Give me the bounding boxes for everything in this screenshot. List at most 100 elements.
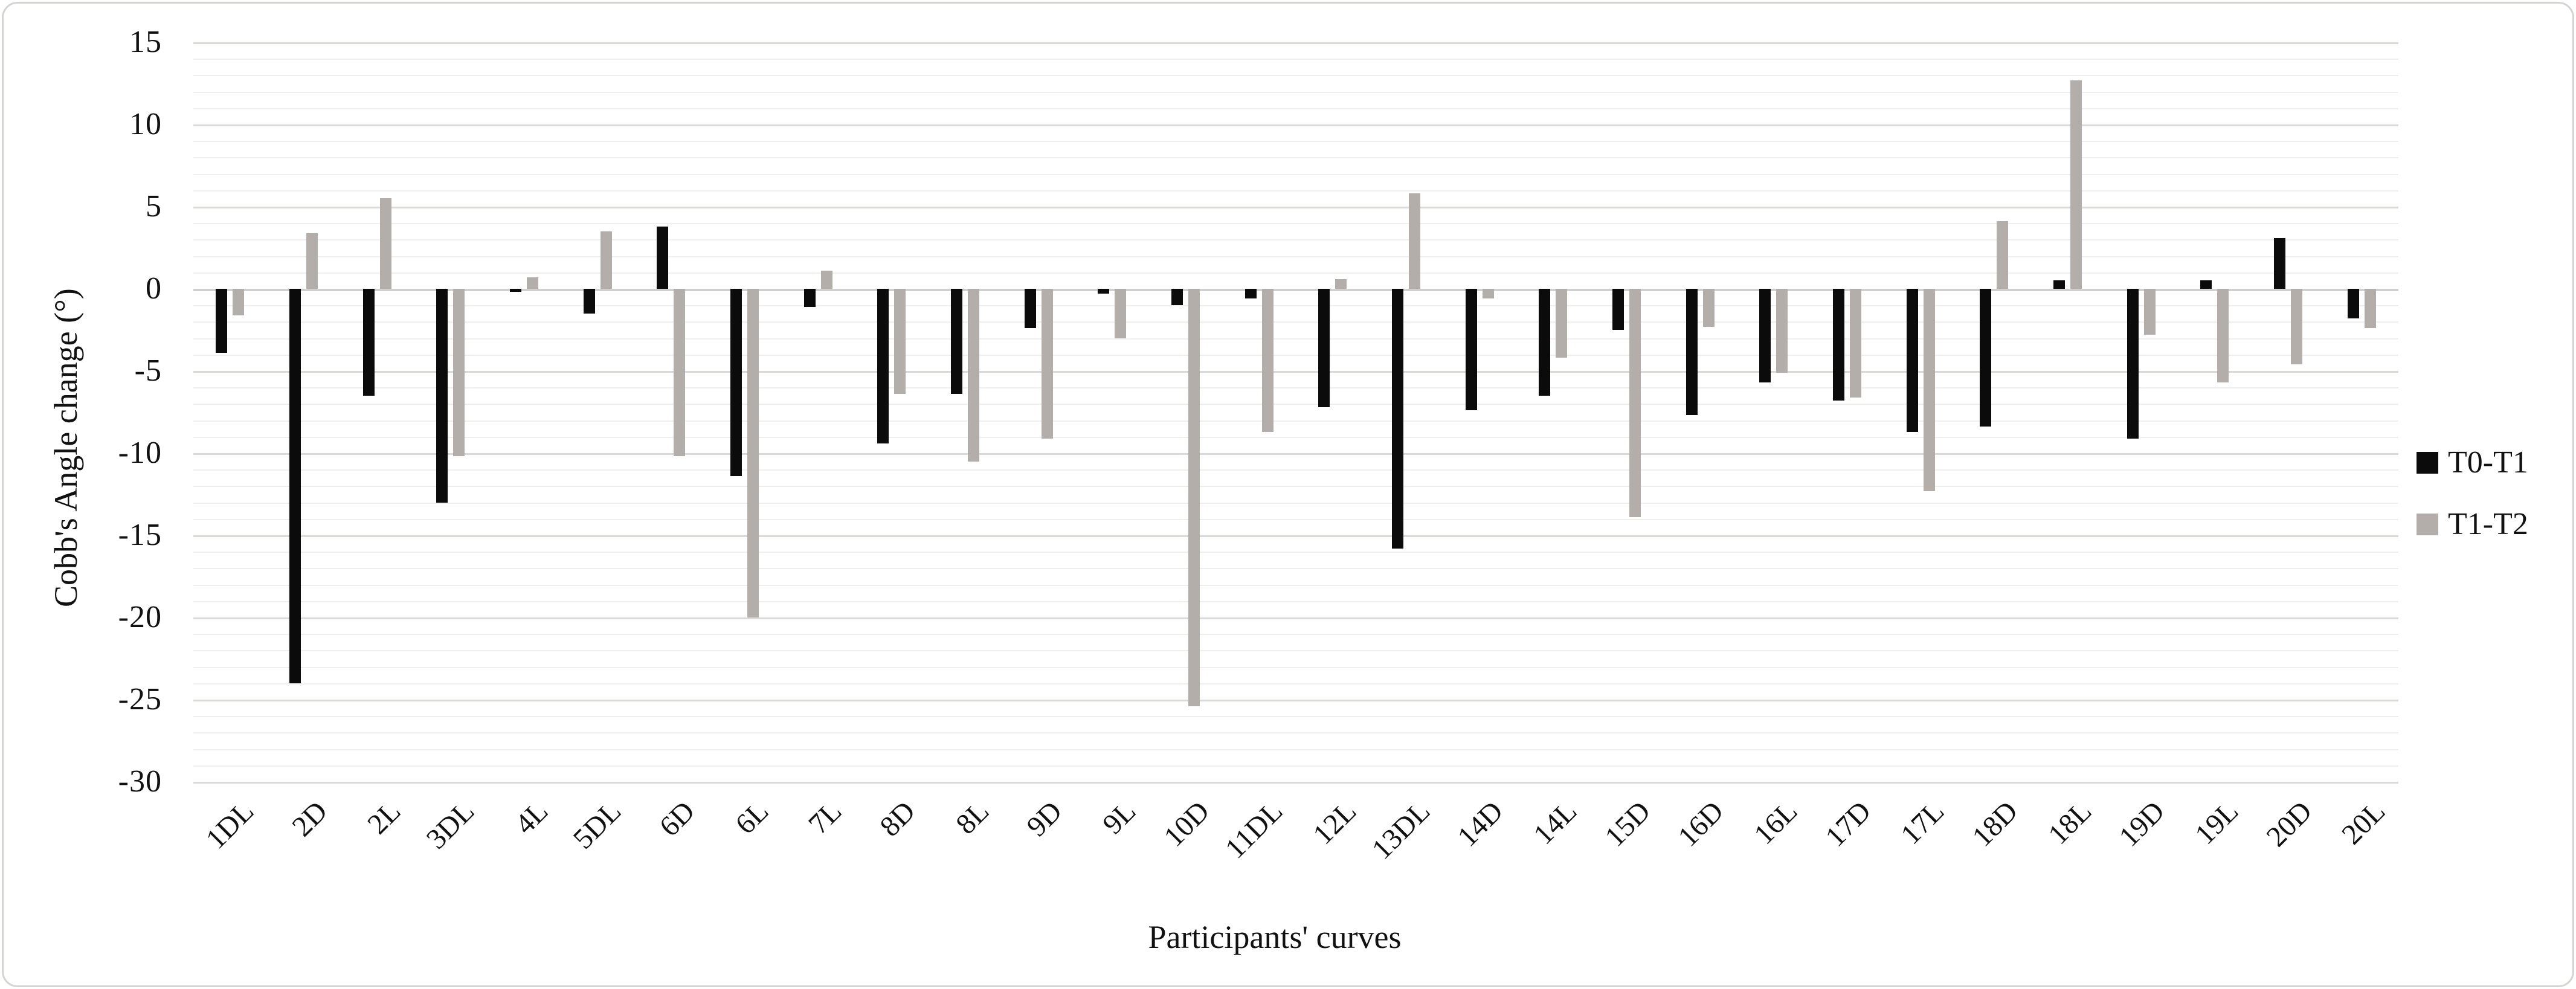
- bar-t0-t1-1dl: [216, 289, 227, 353]
- bar-t1-t2-4l: [527, 277, 538, 289]
- bar-t1-t2-13dl: [1409, 193, 1420, 289]
- legend-entry-t1-t2: T1-T2: [2417, 509, 2528, 540]
- minor-gridline: [193, 585, 2398, 586]
- minor-gridline: [193, 667, 2398, 668]
- minor-gridline: [193, 469, 2398, 471]
- bar-t0-t1-20d: [2274, 238, 2285, 289]
- bar-t1-t2-1dl: [233, 289, 244, 315]
- bar-t0-t1-20l: [2348, 289, 2359, 318]
- minor-gridline: [193, 601, 2398, 602]
- bar-t0-t1-16l: [1759, 289, 1771, 382]
- bar-t1-t2-12l: [1335, 279, 1347, 289]
- bar-t1-t2-7l: [821, 271, 832, 289]
- minor-gridline: [193, 305, 2398, 306]
- bar-t0-t1-19d: [2127, 289, 2139, 439]
- bar-t0-t1-6l: [730, 289, 742, 476]
- bar-t0-t1-11dl: [1245, 289, 1257, 298]
- minor-gridline: [193, 338, 2398, 340]
- minor-gridline: [193, 404, 2398, 405]
- minor-gridline: [193, 190, 2398, 192]
- bar-t1-t2-19l: [2217, 289, 2229, 382]
- bar-t0-t1-8l: [951, 289, 962, 394]
- bar-t1-t2-17l: [1924, 289, 1935, 491]
- minor-gridline: [193, 272, 2398, 274]
- bar-t1-t2-17d: [1850, 289, 1861, 398]
- minor-gridline: [193, 486, 2398, 487]
- major-gridline: [193, 124, 2398, 126]
- y-axis-title: Cobb's Angle change (°): [48, 288, 84, 607]
- y-tick-label: -5: [134, 353, 162, 388]
- minor-gridline: [193, 256, 2398, 257]
- y-tick-label: 0: [146, 271, 162, 306]
- t1-t2-series-swatch-icon: [2417, 514, 2438, 535]
- minor-gridline: [193, 519, 2398, 520]
- bar-t0-t1-15d: [1612, 289, 1624, 330]
- minor-gridline: [193, 355, 2398, 356]
- major-gridline: [193, 617, 2398, 619]
- bar-t0-t1-17d: [1833, 289, 1844, 401]
- major-gridline: [193, 207, 2398, 208]
- bar-t1-t2-8l: [968, 289, 979, 462]
- bar-t0-t1-7l: [804, 289, 816, 307]
- minor-gridline: [193, 765, 2398, 767]
- major-gridline: [193, 535, 2398, 537]
- bar-t1-t2-2l: [380, 198, 391, 289]
- minor-gridline: [193, 420, 2398, 422]
- y-tick-label: -10: [118, 436, 162, 470]
- bar-t0-t1-9l: [1098, 289, 1109, 294]
- major-gridline: [193, 700, 2398, 701]
- minor-gridline: [193, 387, 2398, 388]
- bar-t1-t2-19d: [2144, 289, 2156, 335]
- minor-gridline: [193, 141, 2398, 142]
- minor-gridline: [193, 503, 2398, 504]
- bar-t1-t2-18l: [2070, 80, 2082, 289]
- bar-t1-t2-15d: [1629, 289, 1641, 517]
- minor-gridline: [193, 716, 2398, 717]
- bar-t1-t2-18d: [1997, 221, 2008, 289]
- bar-t0-t1-2d: [289, 289, 301, 683]
- minor-gridline: [193, 92, 2398, 93]
- y-tick-label: -25: [118, 682, 162, 717]
- bar-t0-t1-3dl: [436, 289, 448, 503]
- bar-t1-t2-3dl: [453, 289, 465, 456]
- legend-label-t1-t2: T1-T2: [2448, 507, 2528, 541]
- bar-t0-t1-12l: [1318, 289, 1330, 407]
- bar-t0-t1-16d: [1686, 289, 1698, 415]
- legend-entry-t0-t1: T0-T1: [2417, 447, 2528, 478]
- x-axis-title: Participants' curves: [1148, 919, 1402, 955]
- minor-gridline: [193, 732, 2398, 733]
- bar-t0-t1-18d: [1980, 289, 1991, 427]
- bar-t1-t2-16d: [1703, 289, 1715, 327]
- y-tick-label: -30: [118, 764, 162, 799]
- bar-t0-t1-17l: [1907, 289, 1918, 432]
- t0-t1-series-swatch-icon: [2417, 452, 2438, 474]
- major-gridline: [193, 782, 2398, 784]
- bar-t0-t1-5dl: [584, 289, 595, 314]
- bar-t0-t1-10d: [1171, 289, 1183, 305]
- bar-t1-t2-20d: [2291, 289, 2302, 364]
- bar-t1-t2-16l: [1776, 289, 1788, 373]
- bar-t0-t1-13dl: [1392, 289, 1403, 549]
- y-tick-label: 10: [129, 107, 162, 141]
- bar-t0-t1-2l: [363, 289, 375, 396]
- legend-label-t0-t1: T0-T1: [2448, 445, 2528, 480]
- minor-gridline: [193, 59, 2398, 60]
- y-tick-label: -20: [118, 600, 162, 634]
- major-gridline: [193, 453, 2398, 455]
- bar-t0-t1-14d: [1466, 289, 1477, 410]
- bar-t1-t2-14d: [1483, 289, 1494, 298]
- minor-gridline: [193, 568, 2398, 569]
- minor-gridline: [193, 174, 2398, 175]
- zero-axis-line: [193, 289, 2398, 291]
- minor-gridline: [193, 634, 2398, 635]
- bar-t1-t2-20l: [2365, 289, 2376, 328]
- minor-gridline: [193, 239, 2398, 240]
- minor-gridline: [193, 157, 2398, 158]
- bar-t1-t2-14l: [1556, 289, 1567, 358]
- minor-gridline: [193, 321, 2398, 323]
- minor-gridline: [193, 683, 2398, 685]
- y-tick-label: -15: [118, 518, 162, 552]
- bar-t1-t2-9l: [1115, 289, 1126, 338]
